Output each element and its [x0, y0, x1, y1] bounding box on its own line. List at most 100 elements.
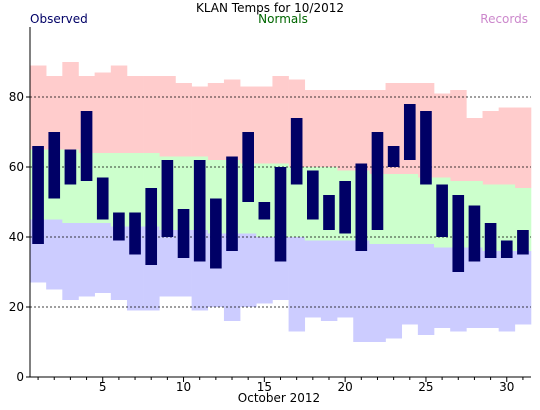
observed-bar-day-19: [323, 195, 335, 230]
x-tick-label-20: 20: [338, 380, 353, 394]
record-low-band-day-17: [288, 237, 306, 332]
legend-normals: Normals: [258, 12, 308, 26]
observed-bar-day-29: [484, 223, 497, 258]
observed-bar-day-12: [210, 198, 222, 269]
observed-bar-day-2: [48, 132, 61, 199]
observed-bar-day-28: [468, 205, 481, 262]
x-tick-label-15: 15: [257, 380, 272, 394]
record-high-band-day-3: [62, 62, 79, 150]
record-low-band-day-3: [62, 223, 79, 300]
observed-bar-day-18: [307, 170, 319, 220]
observed-bar-day-10: [177, 209, 190, 258]
legend-records: Records: [480, 12, 528, 26]
record-high-band-day-16: [272, 76, 289, 164]
observed-bar-day-23: [387, 146, 400, 167]
observed-bar-day-14: [242, 132, 254, 202]
record-low-band-day-4: [78, 223, 95, 297]
x-tick-label-5: 5: [99, 380, 107, 394]
normal-band-day-30: [498, 184, 516, 251]
record-high-band-day-21: [353, 90, 370, 171]
observed-bar-day-1: [32, 146, 44, 244]
normal-band-day-24: [401, 174, 419, 244]
record-low-band-day-5: [94, 223, 112, 293]
y-tick-label-80: 80: [9, 90, 24, 104]
record-low-band-day-28: [466, 247, 483, 328]
observed-bar-day-20: [339, 181, 351, 234]
observed-bar-day-30: [500, 240, 513, 258]
observed-bar-day-15: [258, 202, 271, 220]
y-tick-label-40: 40: [9, 230, 24, 244]
record-high-band-day-10: [175, 83, 192, 157]
record-high-band-day-7: [126, 76, 144, 153]
record-low-band-day-18: [304, 240, 322, 318]
record-low-band-day-29: [482, 251, 499, 328]
record-high-band-day-1: [30, 65, 47, 150]
record-low-band-day-24: [401, 244, 419, 325]
normal-band-day-7: [126, 153, 144, 227]
observed-bar-day-21: [355, 163, 368, 251]
y-tick-label-20: 20: [9, 300, 24, 314]
observed-bar-day-24: [403, 104, 416, 160]
record-high-band-day-12: [207, 83, 225, 160]
record-high-band-day-19: [320, 90, 338, 167]
normal-band-day-6: [110, 153, 128, 227]
record-high-band-day-30: [498, 107, 516, 185]
record-low-band-day-2: [46, 219, 63, 290]
record-high-band-day-15: [256, 86, 273, 164]
record-low-band-day-13: [223, 233, 241, 321]
observed-bar-day-17: [290, 118, 303, 185]
x-axis-label: October 2012: [238, 391, 320, 405]
record-high-band-day-18: [304, 90, 322, 167]
record-low-band-day-20: [337, 240, 354, 318]
y-tick-label-0: 0: [16, 370, 24, 384]
record-low-band-day-19: [320, 240, 338, 321]
observed-bar-day-13: [226, 156, 238, 251]
x-tick-label-30: 30: [499, 380, 514, 394]
normal-band-day-15: [256, 163, 273, 237]
record-low-band-day-25: [417, 244, 435, 335]
record-low-band-day-23: [385, 244, 403, 339]
record-high-band-day-8: [143, 76, 160, 153]
record-high-band-day-2: [46, 76, 63, 150]
observed-bar-day-27: [452, 195, 465, 272]
x-tick-label-25: 25: [418, 380, 433, 394]
record-high-band-day-26: [434, 93, 451, 178]
observed-bar-day-16: [274, 167, 287, 262]
record-high-band-day-5: [94, 72, 112, 153]
observed-bar-day-25: [420, 111, 432, 185]
observed-bar-day-22: [371, 132, 384, 230]
observed-bar-day-5: [96, 177, 109, 220]
record-high-band-day-31: [514, 107, 532, 188]
observed-bar-day-4: [80, 111, 93, 181]
normal-band-day-23: [385, 174, 403, 244]
record-high-band-day-13: [223, 79, 241, 160]
record-high-band-day-6: [110, 65, 128, 153]
observed-layer: [32, 104, 529, 272]
record-low-band-day-31: [514, 251, 532, 325]
record-low-band-day-26: [434, 247, 451, 328]
record-low-band-day-30: [498, 251, 516, 332]
observed-bar-day-3: [64, 149, 77, 185]
legend-observed: Observed: [30, 12, 88, 26]
record-high-band-day-9: [159, 76, 176, 157]
record-low-band-day-9: [159, 230, 176, 297]
observed-bar-day-26: [436, 184, 448, 237]
chart-title: KLAN Temps for 10/2012: [196, 1, 344, 15]
record-low-band-day-14: [240, 233, 257, 307]
record-high-band-day-11: [191, 86, 209, 157]
observed-bar-day-11: [193, 160, 206, 262]
axes: 0 20 40 60 80 5 10 15 20 25 30: [9, 27, 531, 394]
observed-bar-day-8: [145, 188, 158, 265]
y-tick-label-60: 60: [9, 160, 24, 174]
observed-bar-day-7: [129, 212, 141, 255]
record-low-band-day-21: [353, 240, 370, 342]
record-high-band-day-20: [337, 90, 354, 171]
record-high-band-day-27: [450, 90, 467, 181]
record-high-band-day-29: [482, 111, 499, 185]
observed-bar-day-31: [517, 230, 529, 255]
observed-bar-day-9: [161, 160, 174, 237]
normal-band-day-25: [417, 177, 435, 244]
record-low-band-day-6: [110, 226, 128, 300]
